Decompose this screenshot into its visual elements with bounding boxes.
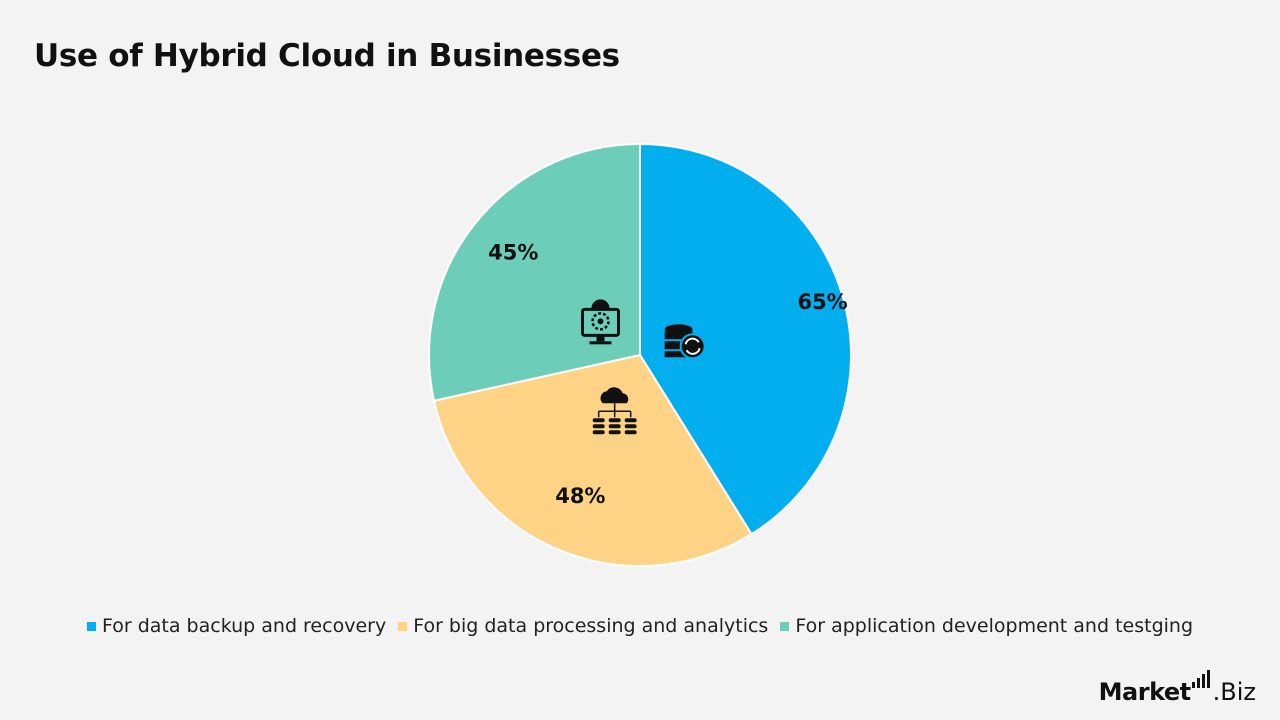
legend-label-bigdata: For big data processing and analytics — [413, 615, 769, 637]
brand-name: Market — [1098, 678, 1191, 706]
legend-swatch-bigdata — [398, 621, 408, 631]
legend: For data backup and recovery For big dat… — [0, 615, 1280, 637]
slice-appdev-value-label: 45% — [488, 240, 538, 264]
slice-backup — [639, 142, 852, 536]
legend-swatch-backup — [86, 621, 96, 631]
legend-item-bigdata: For big data processing and analytics — [398, 615, 768, 637]
slice-appdev — [428, 142, 641, 402]
legend-item-backup: For data backup and recovery — [86, 615, 387, 637]
legend-swatch-appdev — [780, 621, 790, 631]
brand-bars-icon — [1191, 670, 1212, 688]
legend-label-appdev: For application development and testging — [795, 615, 1194, 637]
chart-title: Use of Hybrid Cloud in Businesses — [34, 38, 620, 74]
brand-logo: Market .Biz — [1099, 670, 1256, 706]
database-sync-icon — [664, 324, 706, 360]
monitor-gear-icon — [580, 299, 620, 345]
slice-backup-value-label: 65% — [797, 290, 847, 314]
cloud-database-network-icon — [592, 387, 637, 435]
legend-item-appdev: For application development and testging — [780, 615, 1193, 637]
slice-bigdata-value-label: 48% — [555, 484, 605, 508]
brand-suffix: .Biz — [1212, 678, 1256, 706]
slice-bigdata — [432, 353, 753, 567]
legend-label-backup: For data backup and recovery — [101, 615, 387, 637]
